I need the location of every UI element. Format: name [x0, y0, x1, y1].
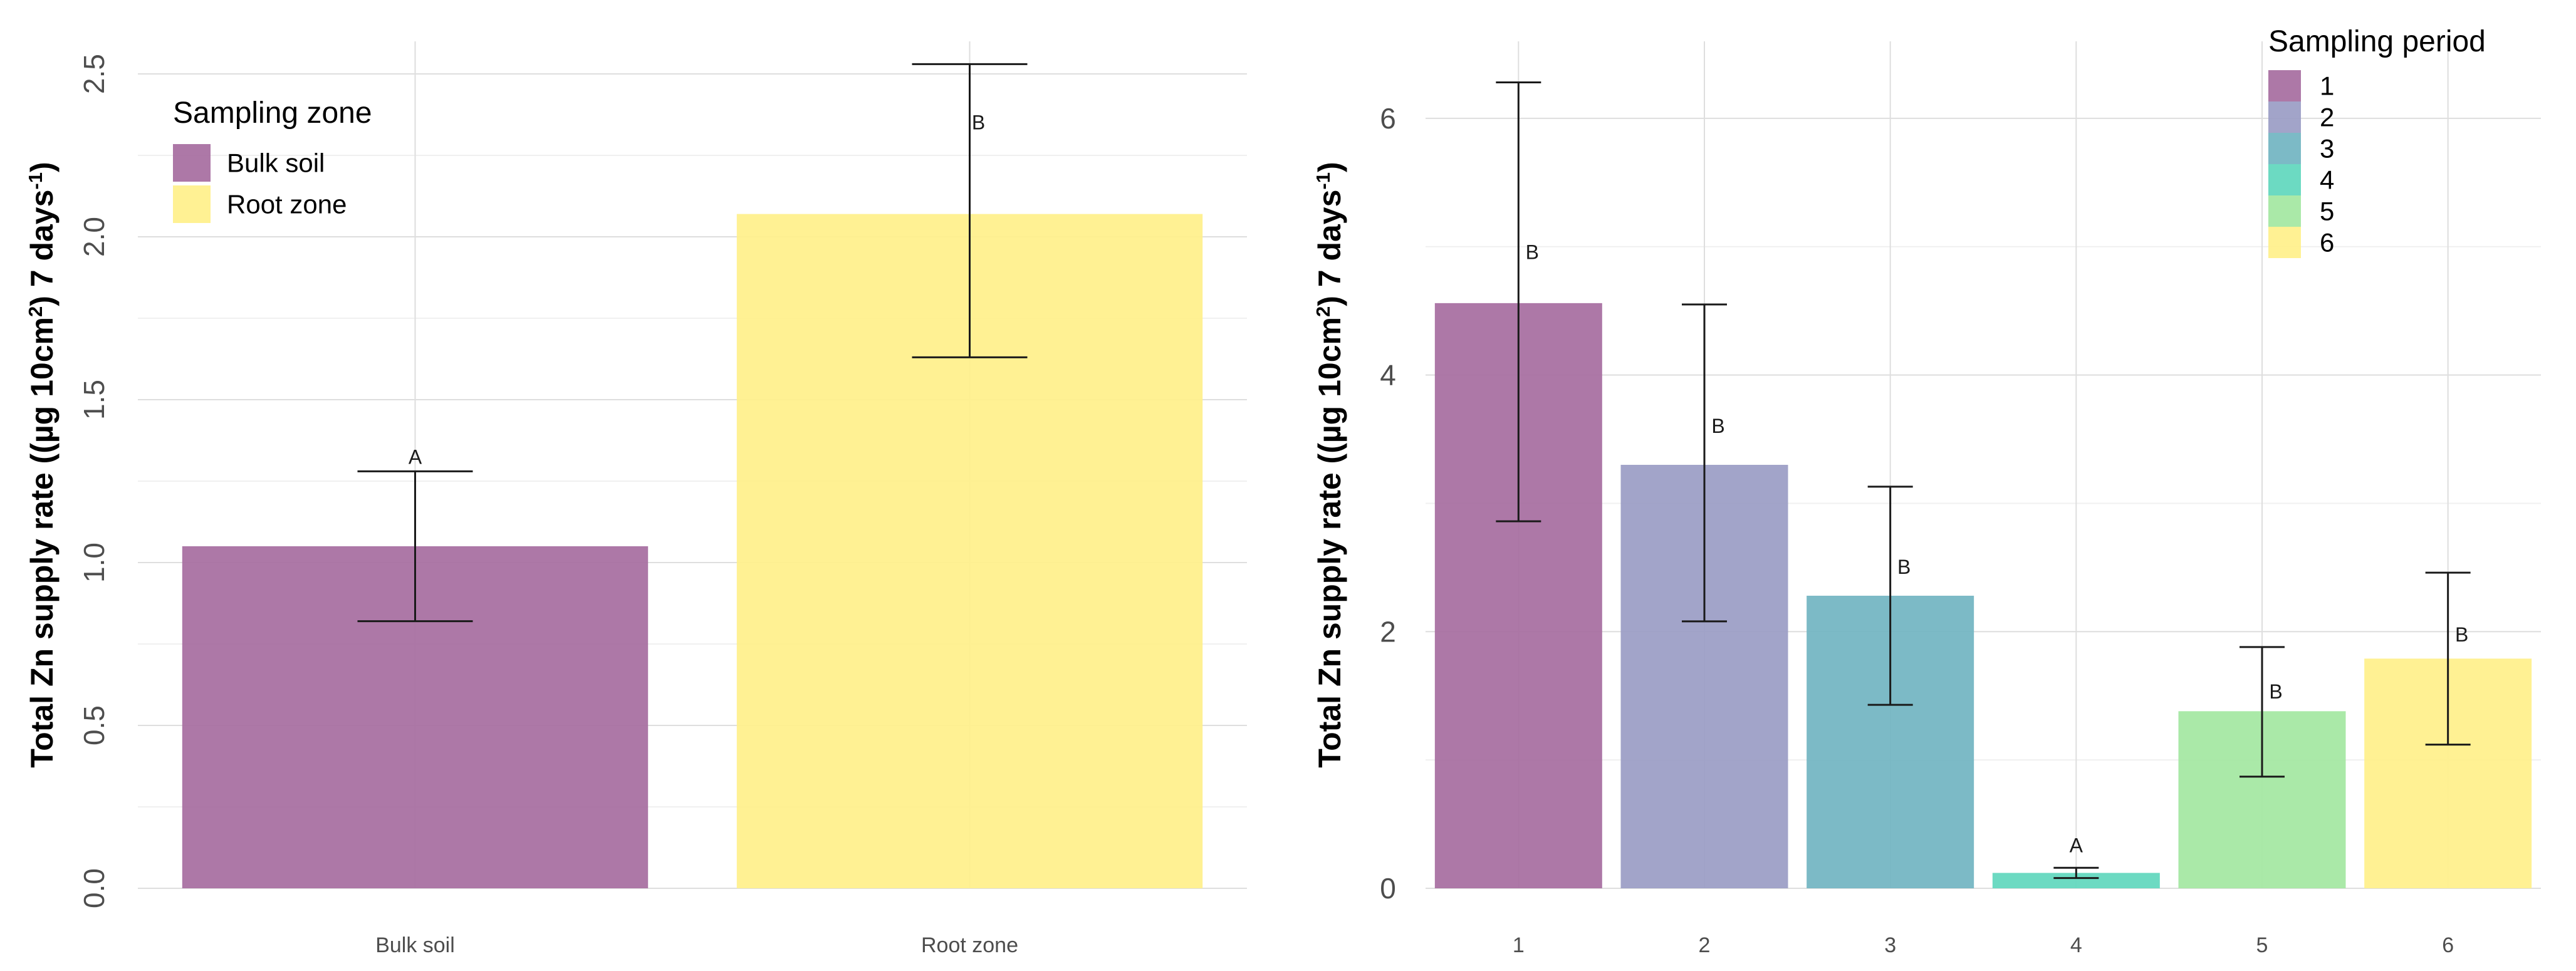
- y-tick-label: 1.0: [78, 543, 110, 583]
- bars: [182, 214, 1203, 889]
- y-axis-label-text: Total Zn supply rate ((µg 10cm: [1312, 317, 1347, 768]
- x-axis-ticks: Bulk soil Root zone: [375, 933, 1018, 957]
- y-tick-label: 2.0: [78, 217, 110, 257]
- legend-key: [2268, 164, 2301, 195]
- significance-letters: AB: [409, 111, 985, 468]
- x-tick-label: 4: [2070, 933, 2082, 957]
- y-axis-label-superscript: -1: [1312, 172, 1334, 190]
- y-axis-label-superscript: 2: [24, 306, 46, 317]
- y-tick-label: 0: [1380, 872, 1396, 905]
- y-axis-label-text: Total Zn supply rate ((µg 10cm: [24, 317, 60, 768]
- legend-label: 4: [2320, 165, 2334, 195]
- y-axis-label: Total Zn supply rate ((µg 10cm2) 7 days-…: [1312, 162, 1348, 767]
- y-axis-label-superscript: -1: [24, 172, 46, 190]
- significance-label: A: [2070, 834, 2083, 857]
- legend-label: Bulk soil: [227, 148, 325, 178]
- legend-key: [2268, 195, 2301, 227]
- legend: Sampling zone Bulk soil Root zone: [173, 96, 372, 223]
- legend-key: [173, 185, 211, 223]
- y-tick-label: 1.5: [78, 380, 110, 420]
- significance-label: B: [972, 111, 985, 133]
- bars: [1434, 303, 2532, 889]
- significance-letters: B B B A B B: [1526, 241, 2469, 856]
- x-tick-label: 3: [1884, 933, 1896, 957]
- y-axis-label-text: ): [1312, 162, 1347, 172]
- significance-label: B: [1526, 241, 1539, 263]
- significance-label: B: [1711, 415, 1724, 437]
- legend-key: [2268, 70, 2301, 101]
- y-axis-label-text: ) 7 days: [24, 190, 60, 306]
- legend-label: 1: [2320, 71, 2334, 101]
- x-tick-label: 2: [1699, 933, 1711, 957]
- legend-label: 5: [2320, 197, 2334, 226]
- significance-label: A: [409, 445, 422, 468]
- y-axis-ticks: 0 2 4 6: [1380, 102, 1396, 905]
- y-tick-label: 2.5: [78, 54, 110, 94]
- y-tick-label: 6: [1380, 102, 1396, 135]
- x-tick-label: Bulk soil: [375, 933, 455, 957]
- y-axis-label-superscript: 2: [1312, 306, 1334, 317]
- legend-label: 6: [2320, 228, 2334, 257]
- legend-label: 2: [2320, 103, 2334, 132]
- error-bars: [357, 63, 1028, 623]
- y-tick-label: 2: [1380, 615, 1396, 648]
- significance-label: B: [2269, 680, 2282, 703]
- y-tick-label: 4: [1380, 359, 1396, 392]
- y-axis-label-text: ): [24, 162, 60, 172]
- x-axis-ticks: 1 2 3 4 5 6: [1513, 933, 2454, 957]
- x-tick-label: 5: [2256, 933, 2268, 957]
- legend-key: [173, 144, 211, 182]
- legend-label: 3: [2320, 134, 2334, 164]
- legend-title: Sampling zone: [173, 96, 372, 130]
- y-tick-label: 0.5: [78, 705, 110, 745]
- significance-label: B: [1897, 556, 1911, 578]
- legend-label: Root zone: [227, 190, 347, 219]
- error-bars: [1496, 81, 2471, 880]
- x-tick-label: 1: [1513, 933, 1525, 957]
- legend-key: [2268, 133, 2301, 164]
- y-axis-ticks: 0.0 0.5 1.0 1.5 2.0 2.5: [78, 54, 110, 908]
- legend-key: [2268, 101, 2301, 133]
- y-axis-label: Total Zn supply rate ((µg 10cm2) 7 days-…: [24, 162, 60, 767]
- x-tick-label: Root zone: [921, 933, 1018, 957]
- significance-label: B: [2455, 623, 2468, 646]
- y-tick-label: 0.0: [78, 868, 110, 908]
- legend-key: [2268, 227, 2301, 258]
- legend-title: Sampling period: [2268, 25, 2486, 58]
- x-tick-label: 6: [2442, 933, 2454, 957]
- y-axis-label-text: ) 7 days: [1312, 190, 1347, 306]
